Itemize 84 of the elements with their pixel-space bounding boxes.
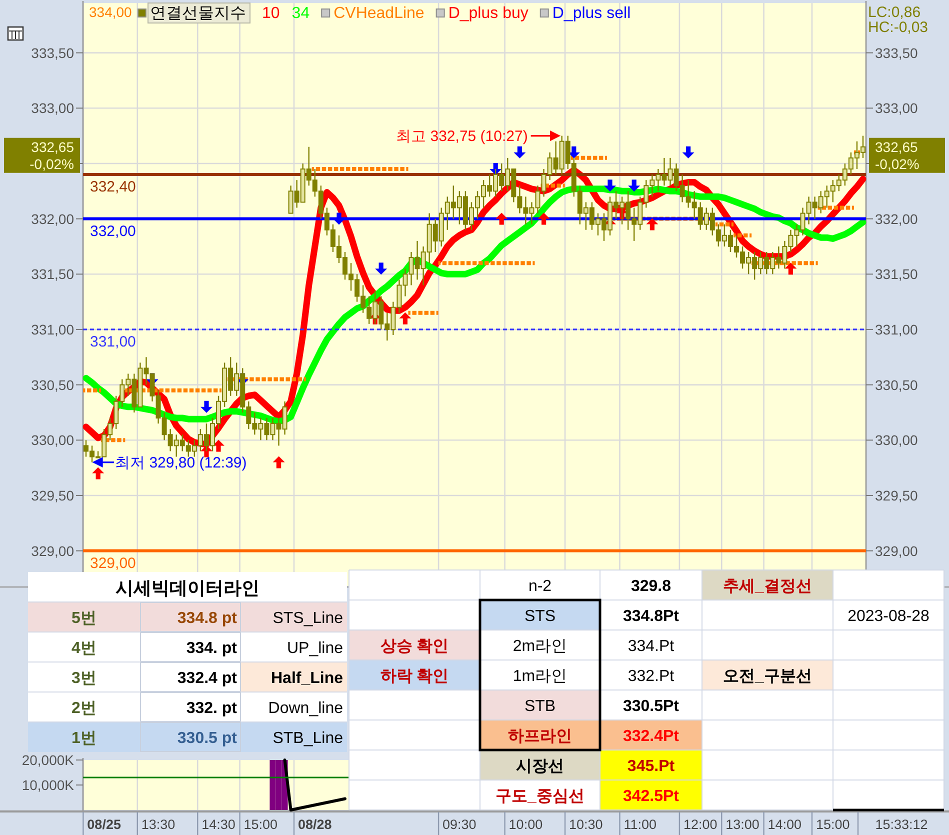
x-tick-label: 14:00	[768, 817, 802, 832]
y-tick-label: 330,50	[31, 376, 74, 393]
x-tick-label: 10:00	[508, 817, 543, 832]
y-tick-label: 2번	[72, 700, 96, 717]
y-tick-label: 10,000K	[22, 777, 75, 793]
annotation: 시장선	[516, 758, 564, 775]
x-tick-label: 09:30	[442, 817, 476, 832]
annotation: 345.Pt	[627, 758, 676, 775]
text: 오전_구분선	[723, 668, 812, 685]
annotation: 최저 329,80 (12:39)	[115, 454, 247, 472]
y-tick-label: 333,00	[31, 100, 74, 116]
annotation: n-2	[528, 578, 552, 595]
data-label: 334.8 pt	[177, 610, 238, 627]
y-tick-label: 5번	[72, 610, 96, 627]
x-tick-label: 14:30	[202, 817, 236, 832]
text: 332.4Pt	[622, 728, 680, 745]
annotation: 최고 332,75 (10:27)	[396, 128, 528, 145]
x-tick-label: 08/28	[298, 817, 332, 832]
y2-tick-label: 330,50	[875, 376, 918, 393]
text: 332.Pt	[628, 668, 675, 685]
x-tick-label: 08/25	[87, 817, 122, 832]
x-tick-label: 11:00	[624, 817, 657, 832]
y-tick-label: 333,50	[31, 44, 74, 61]
y-tick-label: 3번	[72, 670, 96, 687]
y2-tick-label: Half_Line	[270, 670, 344, 687]
y2-tick-label: STS_Line	[272, 610, 344, 627]
x-tick-label: 10:30	[569, 817, 603, 832]
y2-tick-label: 331,50	[875, 266, 918, 282]
annotation: 구도_중심선	[496, 788, 584, 805]
y2-tick-label: STB_Line	[272, 730, 344, 747]
y-tick-label: 331,00	[31, 321, 74, 338]
text: 330.5Pt	[622, 698, 680, 715]
text: 상승 확인	[380, 638, 449, 655]
x-tick-label: 13:00	[726, 817, 760, 832]
y-tick-label: 4번	[72, 640, 96, 657]
x-tick-label: 15:00	[816, 817, 850, 832]
text: 2m라인	[512, 638, 568, 655]
text: 1m라인	[512, 668, 568, 685]
ref-line-label: 329,00	[90, 554, 136, 572]
y-tick-label: 329,00	[31, 542, 74, 559]
y2-tick-label: Down_line	[268, 700, 344, 717]
chart-title: 시세빅데이터라인	[116, 578, 260, 598]
x-tick-label: 15:00	[244, 817, 278, 832]
data-label: 334. pt	[186, 640, 238, 657]
annotation: 334,00	[89, 4, 132, 20]
y-tick-label: 20,000K	[22, 752, 75, 768]
text: 334.8Pt	[622, 608, 680, 625]
text: STB	[524, 698, 556, 715]
y2-tick-label: 333,00	[875, 100, 918, 116]
y2-tick-label: 331,00	[875, 321, 918, 338]
y2-tick-label: 329,00	[875, 542, 918, 559]
ref-line-label: 331,00	[90, 333, 136, 350]
annotation: 342.5Pt	[622, 788, 680, 805]
text: 2023-08-28	[848, 608, 930, 625]
x-tick-label: 12:00	[683, 817, 718, 832]
y2-tick-label: UP_line	[286, 640, 344, 657]
legend-label: 연결선물지수	[150, 5, 246, 22]
y-tick-label: 330,00	[31, 432, 74, 448]
annotation: 추세_결정선	[723, 578, 812, 595]
data-label: 332.4 pt	[177, 670, 238, 687]
x-tick-label: 13:30	[141, 817, 176, 832]
legend: 연결선물지수 10 34 CVHeadLine D_plus buy D_plus sell	[138, 2, 631, 24]
ref-line-label: 332,40	[90, 178, 136, 196]
text: STS	[524, 608, 556, 625]
price-box: 332,65 -0,02%	[4, 138, 80, 173]
text: HC:-0,03	[868, 19, 928, 36]
y-tick-label: 1번	[72, 730, 96, 747]
data-label: 332. pt	[186, 700, 238, 717]
text: LC:0,86	[868, 4, 921, 21]
y-tick-label: 332,00	[31, 210, 74, 227]
y-tick-label: 329,50	[31, 487, 74, 504]
y2-tick-label: 330,00	[875, 432, 918, 448]
text: 15:33:12	[875, 817, 928, 832]
annotation: 329.8	[630, 578, 672, 595]
price-box: 332,65 -0,02%	[869, 138, 945, 173]
ref-line-label: 332,00	[90, 222, 136, 240]
text: 334.Pt	[628, 638, 675, 655]
text: 하락 확인	[380, 668, 449, 685]
data-label: 330.5 pt	[177, 730, 238, 747]
y2-tick-label: 332,00	[875, 210, 918, 227]
y2-tick-label: 333,50	[875, 44, 918, 61]
text: 하프라인	[508, 728, 572, 745]
y2-tick-label: 329,50	[875, 487, 918, 504]
y-tick-label: 331,50	[31, 266, 74, 282]
